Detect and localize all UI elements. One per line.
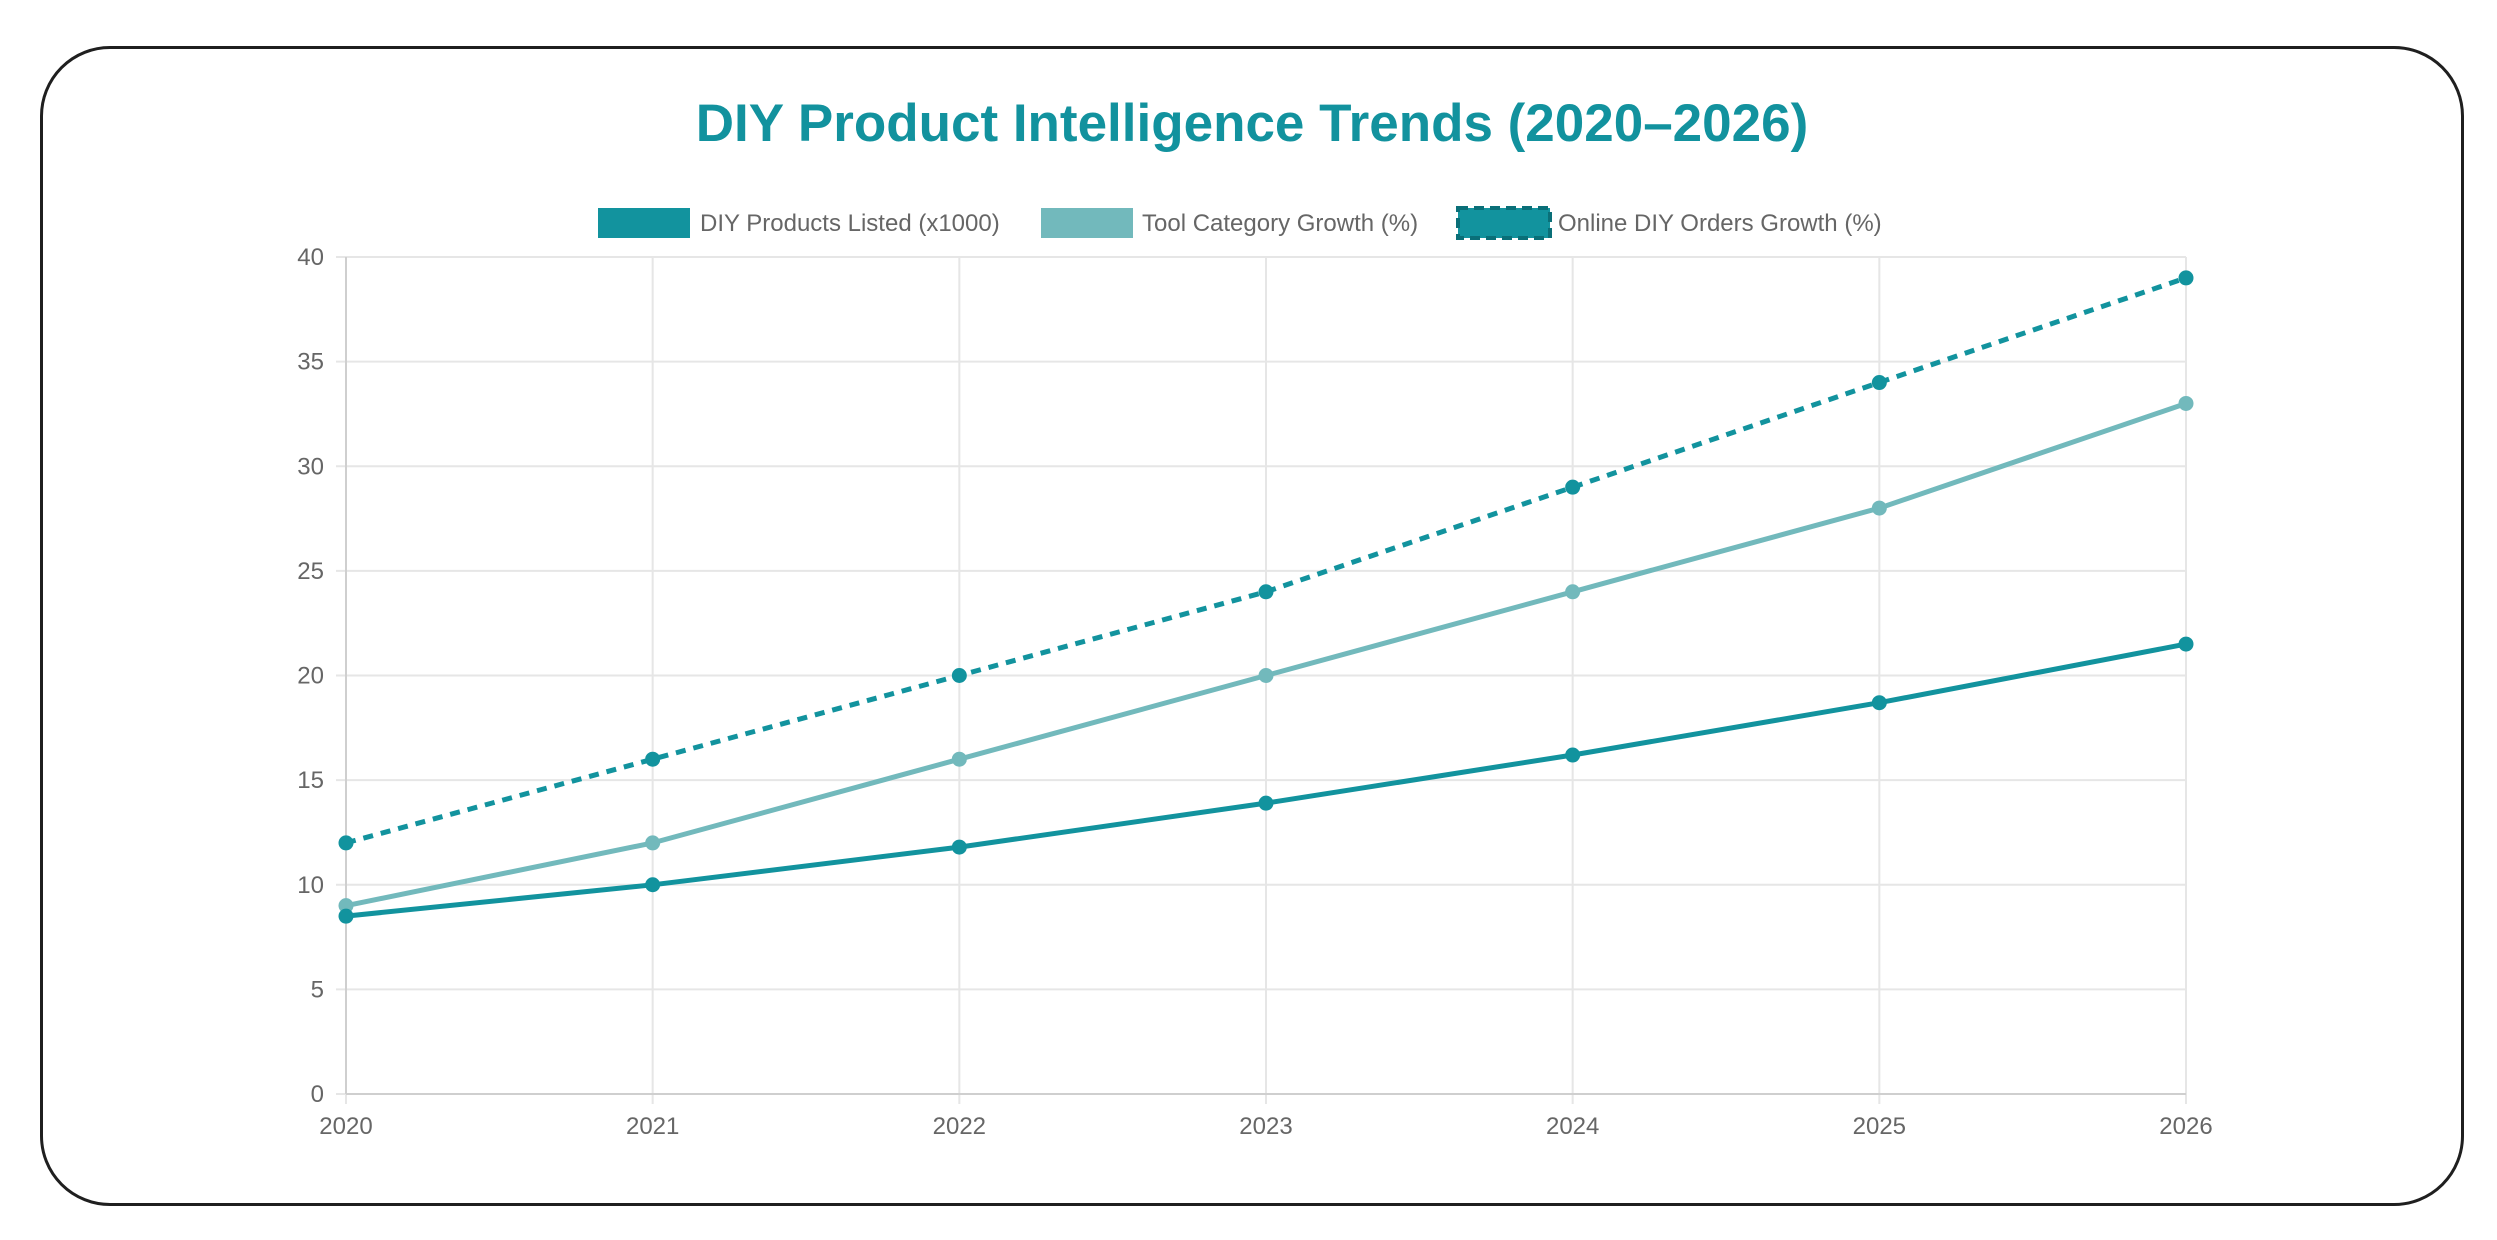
x-tick-label: 2024 bbox=[1546, 1113, 1599, 1140]
data-point-series-1 bbox=[951, 751, 967, 767]
legend-swatch-1 bbox=[1041, 208, 1133, 238]
legend-label-2: Online DIY Orders Growth (%) bbox=[1558, 210, 1882, 237]
data-point-series-0 bbox=[951, 839, 967, 855]
y-tick-label: 0 bbox=[311, 1081, 324, 1108]
data-point-series-2 bbox=[645, 751, 661, 767]
data-point-series-2 bbox=[1258, 584, 1274, 600]
data-point-series-1 bbox=[1565, 584, 1581, 600]
data-point-series-2 bbox=[1565, 479, 1581, 495]
x-tick-label: 2020 bbox=[319, 1113, 372, 1140]
data-point-series-2 bbox=[2178, 270, 2194, 286]
y-tick-label: 35 bbox=[297, 349, 324, 376]
x-tick-label: 2021 bbox=[626, 1113, 679, 1140]
data-point-series-2 bbox=[951, 668, 967, 683]
data-point-series-1 bbox=[1258, 668, 1274, 683]
y-tick-label: 40 bbox=[297, 244, 324, 271]
legend-swatch-0 bbox=[598, 208, 690, 238]
y-tick-label: 15 bbox=[297, 767, 324, 794]
data-point-series-1 bbox=[645, 835, 661, 851]
legend-label-0: DIY Products Listed (x1000) bbox=[700, 210, 1000, 237]
legend-swatch-2 bbox=[1456, 206, 1552, 240]
data-point-series-0 bbox=[338, 908, 354, 924]
legend-label-1: Tool Category Growth (%) bbox=[1142, 210, 1418, 237]
data-point-series-0 bbox=[645, 877, 661, 893]
data-point-series-0 bbox=[1565, 747, 1581, 763]
chart-card: DIY Product Intelligence Trends (2020–20… bbox=[40, 46, 2464, 1206]
data-point-series-1 bbox=[1871, 500, 1887, 516]
y-tick-label: 5 bbox=[311, 976, 324, 1003]
data-point-series-0 bbox=[1258, 795, 1274, 811]
x-tick-label: 2022 bbox=[933, 1113, 986, 1140]
chart-title: DIY Product Intelligence Trends (2020–20… bbox=[695, 94, 1809, 153]
data-point-series-1 bbox=[2178, 395, 2194, 411]
data-point-series-0 bbox=[2178, 636, 2194, 652]
y-tick-label: 30 bbox=[297, 453, 324, 480]
data-point-series-0 bbox=[1871, 695, 1887, 711]
y-tick-label: 10 bbox=[297, 872, 324, 899]
x-tick-label: 2026 bbox=[2159, 1113, 2212, 1140]
y-tick-label: 25 bbox=[297, 558, 324, 585]
x-tick-label: 2023 bbox=[1239, 1113, 1292, 1140]
x-tick-label: 2025 bbox=[1853, 1113, 1906, 1140]
data-point-series-1 bbox=[338, 898, 354, 914]
data-point-series-2 bbox=[1871, 375, 1887, 391]
y-tick-label: 20 bbox=[297, 663, 324, 690]
data-point-series-2 bbox=[338, 835, 354, 851]
